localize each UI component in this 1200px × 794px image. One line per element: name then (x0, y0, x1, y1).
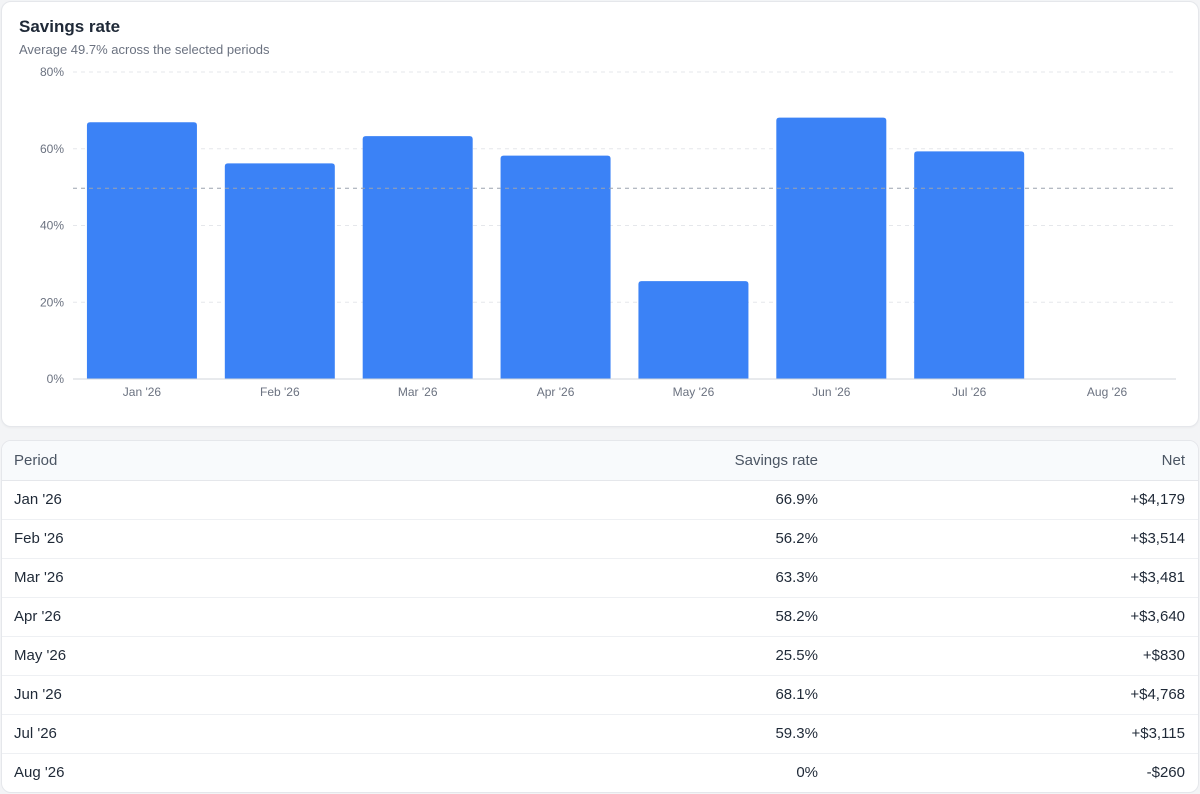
x-tick-label: Jul '26 (952, 385, 987, 399)
table-row: Feb '26 56.2% +$3,514 (2, 519, 1198, 559)
cell-net: +$830 (830, 636, 1198, 676)
cell-period: Jun '26 (2, 675, 502, 715)
bar (86, 122, 197, 380)
x-tick-label: Mar '26 (398, 385, 438, 399)
cell-net: +$3,640 (830, 597, 1198, 637)
table-row: Aug '26 0% -$260 (2, 753, 1198, 792)
cell-period: Aug '26 (14, 764, 65, 782)
cell-period: Mar '26 (2, 558, 502, 598)
y-tick-label: 20% (40, 295, 64, 309)
chart-title: Savings rate (19, 17, 121, 36)
x-tick-label: Aug '26 (1087, 385, 1128, 399)
table-row: Jul '26 59.3% +$3,115 (2, 714, 1198, 754)
header-net: Net (830, 441, 1198, 481)
table-row: Jun '26 68.1% +$4,768 (2, 675, 1198, 715)
cell-period: Jan '26 (2, 480, 502, 520)
cell-savings-rate: 68.1% (502, 675, 830, 715)
cell-savings-rate: 25.5% (502, 636, 830, 676)
cell-savings-rate: 58.2% (502, 597, 830, 637)
cell-period: Jul '26 (2, 714, 502, 754)
table-header-row: Period Savings rate Net (2, 441, 1198, 481)
cell-net: +$4,768 (830, 675, 1198, 715)
bar (224, 163, 335, 379)
cell-period: May '26 (2, 636, 502, 676)
y-tick-label: 0% (47, 372, 65, 386)
cell-net: +$4,179 (830, 480, 1198, 520)
bar (362, 136, 473, 379)
cell-net: -$260 (1146, 764, 1185, 782)
bar (776, 117, 887, 379)
header-savings-rate: Savings rate (502, 441, 830, 481)
bar (914, 151, 1025, 379)
bar (500, 155, 611, 379)
cell-savings-rate: 0% (796, 764, 818, 782)
table-row: May '26 25.5% +$830 (2, 636, 1198, 676)
cell-net: +$3,481 (830, 558, 1198, 598)
table-row: Apr '26 58.2% +$3,640 (2, 597, 1198, 637)
savings-table: Period Savings rate Net Jan '26 66.9% +$4,… (2, 441, 1198, 792)
cell-net: +$3,115 (830, 714, 1198, 754)
x-tick-label: May '26 (673, 385, 715, 399)
savings-rate-chart: 0% 20% 40% 60% 80% Jan '26 Feb '26 Mar '26 Apr '… (40, 65, 1176, 399)
cell-savings-rate: 59.3% (502, 714, 830, 754)
cell-savings-rate: 56.2% (502, 519, 830, 559)
x-tick-label: Apr '26 (537, 385, 575, 399)
table-row: Jan '26 66.9% +$4,179 (2, 480, 1198, 520)
y-tick-label: 80% (40, 65, 64, 79)
chart-subtitle: Average 49.7% across the selected period… (19, 42, 270, 57)
savings-table-card: Period Savings rate Net Jan '26 66.9% +$4,… (1, 440, 1199, 793)
cell-period: Apr '26 (2, 597, 502, 637)
savings-rate-card: Savings rate Average 49.7% across the se… (1, 1, 1199, 427)
x-tick-label: Jan '26 (123, 385, 162, 399)
y-tick-label: 40% (40, 219, 64, 233)
cell-savings-rate: 63.3% (502, 558, 830, 598)
table-row: Mar '26 63.3% +$3,481 (2, 558, 1198, 598)
cell-savings-rate: 66.9% (502, 480, 830, 520)
bar (638, 281, 749, 379)
cell-net: +$3,514 (830, 519, 1198, 559)
x-tick-label: Feb '26 (260, 385, 300, 399)
header-period: Period (2, 441, 502, 481)
cell-period: Feb '26 (2, 519, 502, 559)
y-tick-label: 60% (40, 142, 64, 156)
x-tick-label: Jun '26 (812, 385, 851, 399)
